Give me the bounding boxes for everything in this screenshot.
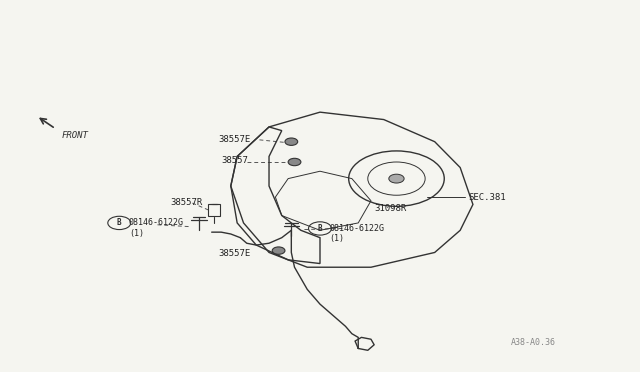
Text: FRONT: FRONT: [62, 131, 89, 140]
Text: SEC.381: SEC.381: [468, 193, 506, 202]
Text: (1): (1): [330, 234, 345, 243]
Circle shape: [285, 138, 298, 145]
Circle shape: [389, 174, 404, 183]
Text: B: B: [317, 224, 323, 233]
Circle shape: [272, 247, 285, 254]
Text: (1): (1): [129, 229, 144, 238]
Text: B: B: [117, 218, 122, 227]
Text: A38-A0.36: A38-A0.36: [511, 339, 556, 347]
Text: 08146-6122G: 08146-6122G: [330, 224, 385, 233]
Text: 38557R: 38557R: [170, 198, 202, 207]
Text: 38557E: 38557E: [218, 135, 250, 144]
Text: 31098R: 31098R: [374, 203, 406, 213]
Text: 08146-6122G: 08146-6122G: [129, 218, 184, 227]
Bar: [209, 205, 220, 215]
Circle shape: [288, 158, 301, 166]
Text: 38557E: 38557E: [218, 249, 250, 258]
Text: 38557: 38557: [221, 156, 248, 166]
